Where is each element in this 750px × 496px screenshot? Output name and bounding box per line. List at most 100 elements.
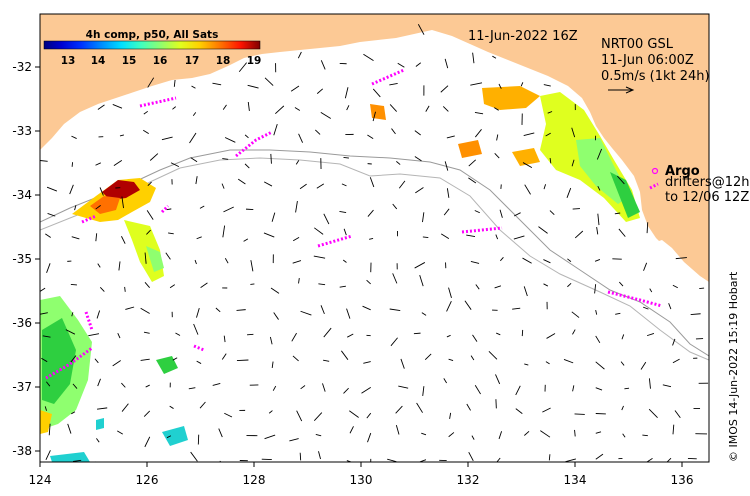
current-arrow-icon xyxy=(74,205,77,211)
current-arrow-icon xyxy=(313,412,323,422)
colorbar-tick: 14 xyxy=(91,55,106,67)
current-arrow-icon xyxy=(621,405,624,411)
current-arrow-icon xyxy=(595,387,603,391)
current-arrow-icon xyxy=(290,85,300,92)
current-arrow-icon xyxy=(212,382,221,386)
current-arrow-icon xyxy=(572,329,576,335)
current-arrow-icon xyxy=(247,101,250,112)
current-arrow-icon xyxy=(543,259,551,264)
argo-track xyxy=(235,130,273,158)
current-arrow-icon xyxy=(146,229,151,235)
current-arrow-icon xyxy=(343,387,349,394)
current-arrow-icon xyxy=(668,303,672,310)
current-arrow-icon xyxy=(96,310,101,319)
current-arrow-icon xyxy=(95,461,97,462)
sst-patch-sw-green xyxy=(42,318,76,404)
current-arrow-icon xyxy=(443,378,447,384)
current-arrow-icon xyxy=(300,385,306,390)
current-arrow-icon xyxy=(618,281,624,287)
current-arrow-icon xyxy=(492,55,497,59)
current-arrow-icon xyxy=(322,383,326,392)
current-arrow-icon xyxy=(118,261,121,271)
argo-track xyxy=(81,214,97,224)
current-arrow-icon xyxy=(313,255,326,259)
current-arrow-icon xyxy=(595,335,601,344)
current-arrow-icon xyxy=(46,186,58,192)
current-arrow-icon xyxy=(363,361,371,364)
current-arrow-icon xyxy=(498,83,502,89)
current-arrow-icon xyxy=(140,307,150,314)
current-arrow-icon xyxy=(395,405,403,414)
current-arrow-icon xyxy=(168,232,174,235)
colorbar-bar xyxy=(43,40,261,50)
current-arrow-icon xyxy=(472,334,478,342)
sst-patch-sw-yellow xyxy=(40,410,52,434)
current-arrow-icon xyxy=(415,187,424,194)
current-arrow-icon xyxy=(449,412,452,419)
current-arrow-icon xyxy=(448,358,454,361)
current-arrow-icon xyxy=(499,256,504,262)
current-arrow-icon xyxy=(468,159,476,167)
current-arrow-icon xyxy=(419,274,424,287)
current-arrow-icon xyxy=(224,137,236,143)
current-arrow-icon xyxy=(367,209,374,217)
current-arrow-icon xyxy=(291,332,297,342)
current-arrow-icon xyxy=(540,430,551,438)
current-arrow-icon xyxy=(594,284,597,294)
y-tick-label: -37 xyxy=(12,380,32,394)
current-arrow-icon xyxy=(400,358,405,369)
current-arrow-icon xyxy=(97,378,101,387)
current-arrow-icon xyxy=(299,183,307,190)
current-arrow-icon xyxy=(47,212,56,217)
sst-patches xyxy=(40,86,640,462)
current-arrow-icon xyxy=(440,85,449,93)
current-arrow-icon xyxy=(395,425,400,435)
current-arrow-icon xyxy=(466,403,471,411)
current-arrow-icon xyxy=(323,213,330,225)
current-arrow-icon xyxy=(244,163,250,169)
current-arrow-icon xyxy=(192,112,197,117)
current-arrow-icon xyxy=(147,181,152,186)
current-arrow-icon xyxy=(169,405,174,409)
current-arrow-icon xyxy=(349,410,359,418)
current-arrow-icon xyxy=(572,385,575,392)
current-arrow-icon xyxy=(523,286,528,297)
current-arrow-icon xyxy=(292,260,302,264)
current-arrow-icon xyxy=(672,284,678,289)
current-arrow-icon xyxy=(41,357,48,363)
current-arrow-icon xyxy=(121,196,124,209)
colorbar-tick: 17 xyxy=(185,55,200,67)
current-arrow-icon xyxy=(113,159,123,166)
current-arrow-icon xyxy=(468,177,477,184)
current-arrow-icon xyxy=(389,83,398,86)
current-arrow-icon xyxy=(125,306,135,310)
current-arrow-icon xyxy=(369,237,374,240)
current-arrow-icon xyxy=(170,162,180,168)
current-arrow-icon xyxy=(341,183,347,187)
current-arrow-icon xyxy=(124,286,126,292)
current-arrow-icon xyxy=(499,209,503,218)
current-arrow-icon xyxy=(71,312,74,317)
sst-patch-west-hot xyxy=(102,180,140,200)
current-arrow-icon xyxy=(222,225,226,238)
current-arrow-icon xyxy=(188,387,196,390)
current-arrow-icon xyxy=(71,411,76,415)
current-arrow-icon xyxy=(42,335,51,338)
current-arrow-icon xyxy=(472,52,475,64)
current-arrow-icon xyxy=(222,158,229,160)
colorbar: 4h comp, p50, All Sats 13 14 15 16 17 18… xyxy=(43,29,261,67)
current-arrow-icon xyxy=(224,412,233,418)
current-arrow-icon xyxy=(422,212,425,223)
current-arrow-icon xyxy=(264,77,274,86)
current-arrow-icon xyxy=(94,358,99,364)
current-arrow-icon xyxy=(316,88,324,94)
current-arrow-icon xyxy=(191,85,196,89)
current-arrow-icon xyxy=(642,434,648,437)
current-arrow-icon xyxy=(563,359,574,364)
x-tick-label: 126 xyxy=(136,473,159,487)
current-arrow-icon xyxy=(524,431,530,436)
current-arrow-icon xyxy=(424,353,432,360)
scale-arrowhead-icon xyxy=(625,86,635,94)
current-arrow-icon xyxy=(96,407,108,410)
current-arrow-icon xyxy=(522,162,533,168)
